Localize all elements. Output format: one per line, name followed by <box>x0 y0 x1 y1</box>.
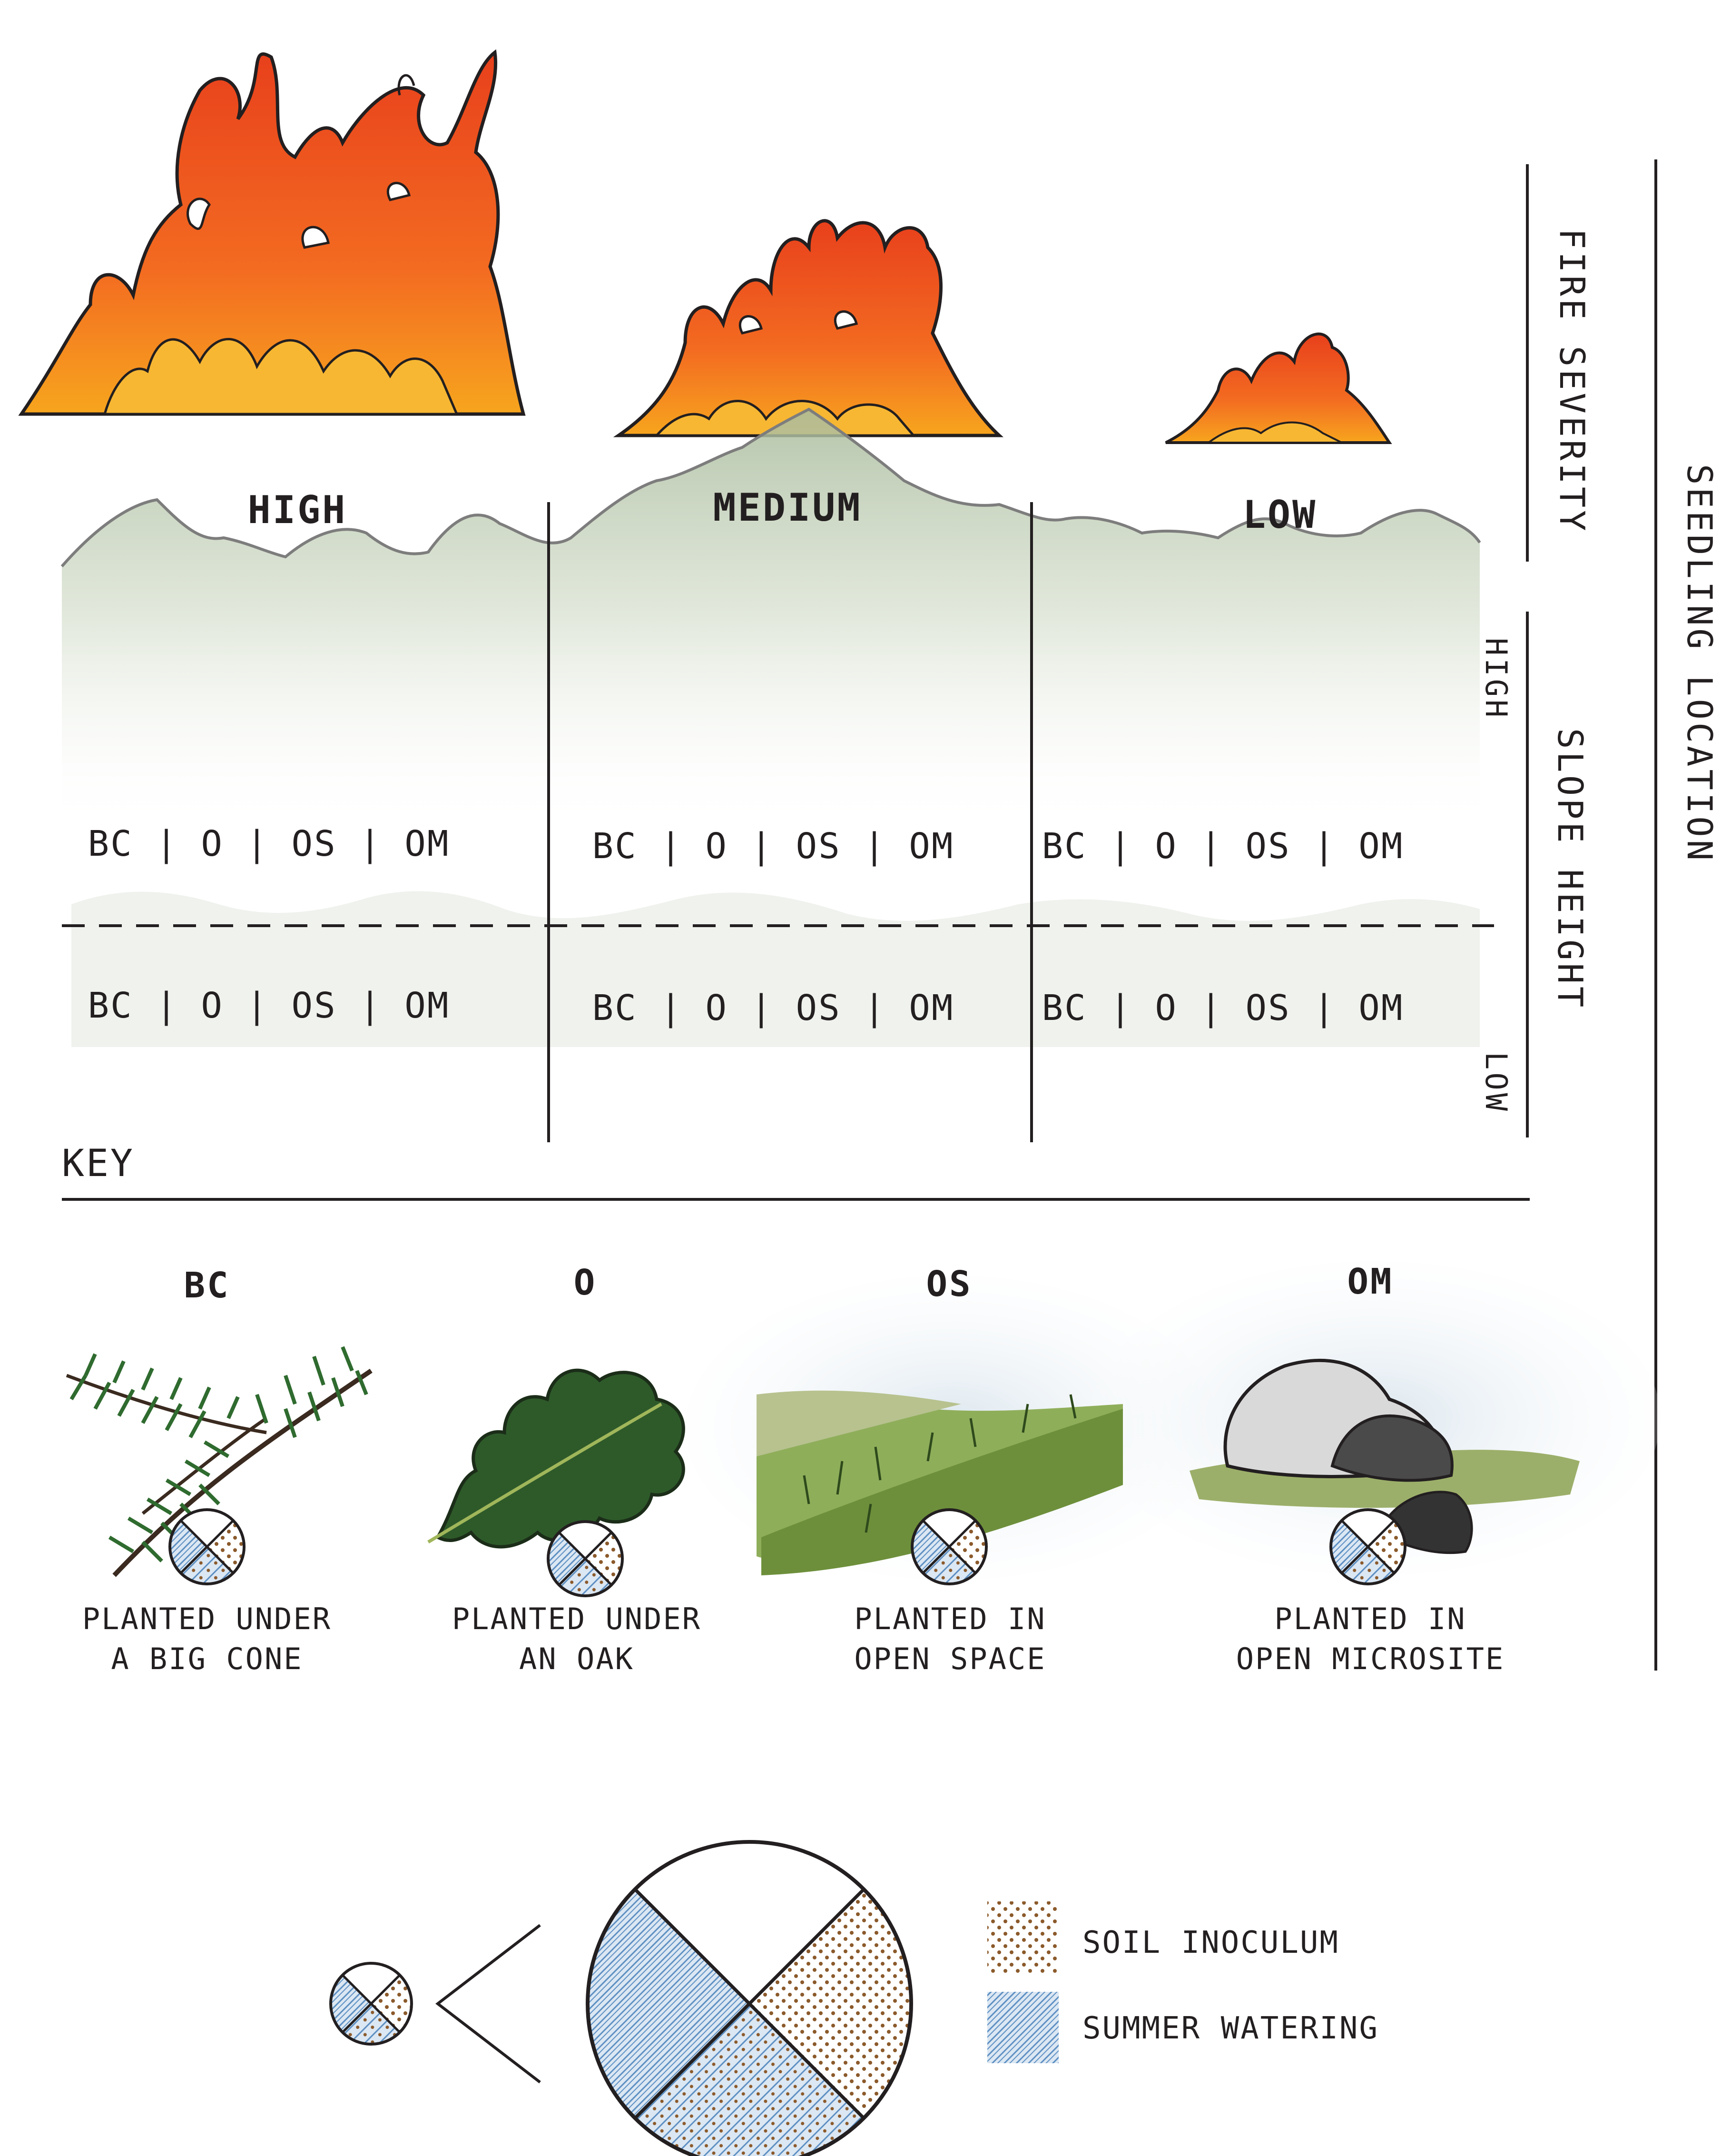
severity-low-label: LOW <box>1242 493 1318 537</box>
boulder-icon <box>1190 1359 1580 1554</box>
grid-cell-medium-upper: BC | O | OS | OM <box>592 826 954 867</box>
key-title: KEY <box>62 1142 135 1185</box>
fire-severity-axis-label: FIRE SEVERITY <box>1552 228 1592 534</box>
medium-fire-icon <box>613 219 1003 437</box>
slope-high-label: HIGH <box>1479 638 1514 721</box>
key-desc-bc: PLANTED UNDER A BIG CONE <box>82 1602 332 1676</box>
oak-leaf-icon <box>427 1368 685 1549</box>
key-code-bc: BC <box>184 1265 230 1306</box>
grid-cell-low-upper: BC | O | OS | OM <box>1042 826 1404 867</box>
high-fire-icon <box>18 49 526 416</box>
low-fire-icon <box>1165 332 1392 444</box>
mountain-range-icon <box>60 407 1481 1047</box>
grid-cell-medium-lower: BC | O | OS | OM <box>592 988 954 1029</box>
key-code-om: OM <box>1347 1261 1394 1302</box>
legend-soil-inoculum-label: SOIL INOCULUM <box>1082 1925 1339 1960</box>
severity-medium-label: MEDIUM <box>713 485 862 530</box>
treatment-circle-icon <box>547 1520 624 1597</box>
key-code-o: O <box>573 1262 597 1303</box>
grid-cell-low-lower: BC | O | OS | OM <box>1042 988 1404 1029</box>
slope-height-axis-label: SLOPE HEIGHT <box>1550 728 1590 1010</box>
key-desc-o: PLANTED UNDER AN OAK <box>452 1602 702 1676</box>
seedling-location-axis-label: SEEDLING LOCATION <box>1680 464 1720 863</box>
treatment-circle-icon <box>1329 1508 1406 1585</box>
key-desc-os: PLANTED IN OPEN SPACE <box>854 1602 1046 1676</box>
zoom-lines <box>435 1924 541 2084</box>
legend-summer-watering-label: SUMMER WATERING <box>1082 2011 1379 2046</box>
open-space-grass-icon <box>757 1390 1123 1575</box>
soil-inoculum-swatch <box>987 1901 1059 1973</box>
key-desc-om: PLANTED IN OPEN MICROSITE <box>1236 1602 1505 1676</box>
legend-small-circle-icon <box>329 1962 413 2046</box>
slope-low-label: LOW <box>1479 1052 1514 1114</box>
legend-large-circle-icon <box>586 1840 913 2156</box>
grid-cell-high-lower: BC | O | OS | OM <box>88 985 450 1026</box>
treatment-circle-icon <box>168 1508 246 1585</box>
key-code-os: OS <box>926 1264 973 1305</box>
grid-cell-high-upper: BC | O | OS | OM <box>88 823 450 864</box>
summer-watering-swatch <box>987 1992 1059 2063</box>
treatment-circle-icon <box>911 1508 988 1585</box>
severity-high-label: HIGH <box>247 488 347 532</box>
